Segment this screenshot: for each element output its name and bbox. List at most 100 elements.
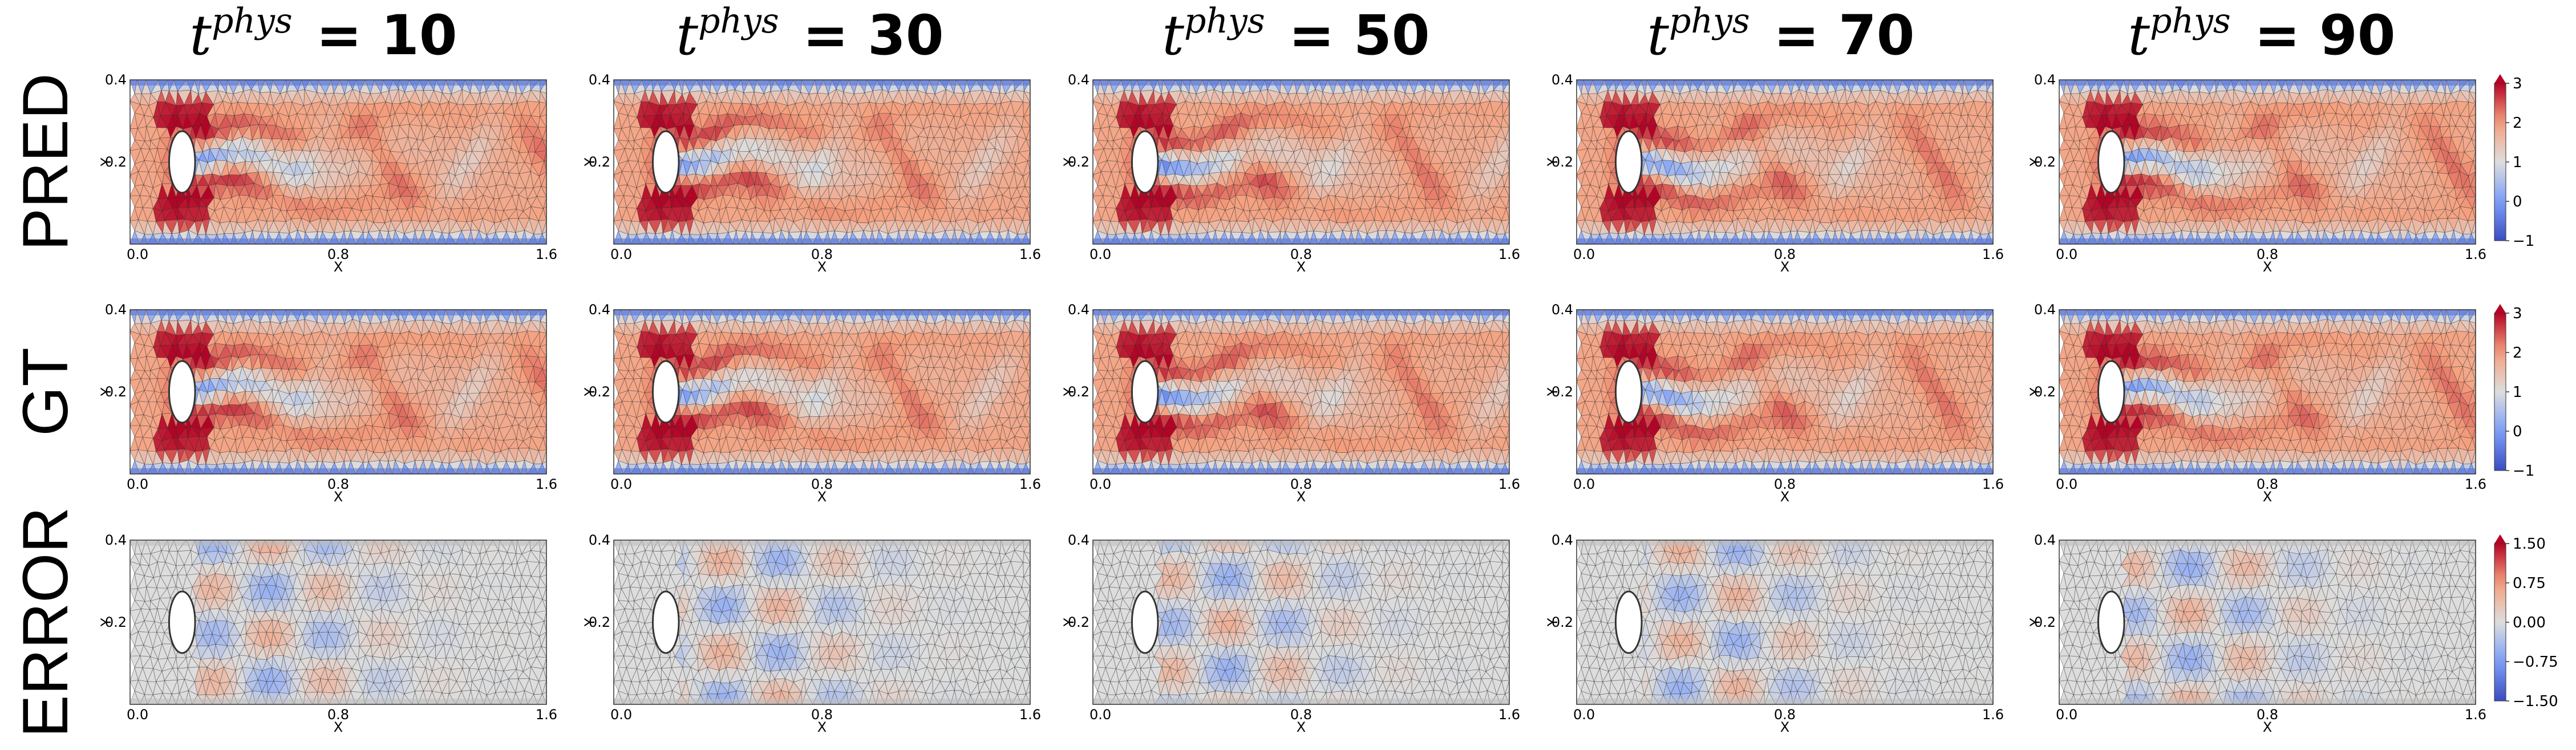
x-tick-label: 1.6 xyxy=(2465,476,2486,492)
x-axis-label: X xyxy=(817,259,827,275)
y-axis-label: Y xyxy=(2027,387,2043,396)
x-tick-label: 0.0 xyxy=(1089,246,1111,262)
column-title: tphys = 50 xyxy=(1162,1,1429,67)
y-tick-label: 0.4 xyxy=(1552,532,1573,548)
x-tick-label: 0.0 xyxy=(2056,246,2077,262)
panel: 0.4 0.2Y 0.0 0.8 1.6 X xyxy=(582,72,1041,275)
x-tick-label: 1.6 xyxy=(2465,707,2486,723)
y-axis-label: Y xyxy=(2027,157,2043,167)
cylinder-obstacle xyxy=(651,590,680,654)
panels: 0.40.2Y0.0 0.8 1.6X0.40.2Y0.0 0.8 1.6X0.40.2… xyxy=(98,72,2486,735)
x-axis-label: X xyxy=(1297,489,1306,505)
x-tick-label: 1.6 xyxy=(536,476,557,492)
y-axis-label: Y xyxy=(98,618,114,627)
panel: 0.4 0.2Y 0.0 0.8 1.6 X xyxy=(2027,302,2486,505)
x-tick-label: 0.8 xyxy=(1774,707,1796,723)
colorbar-tick-label: −0.75 xyxy=(2513,654,2558,671)
colorbar-tick-label: 2 xyxy=(2513,115,2522,132)
cylinder-obstacle xyxy=(1614,130,1643,194)
mesh-field xyxy=(130,310,546,474)
y-tick-label: 0.4 xyxy=(2034,72,2056,88)
panel: 0.4 0.2Y 0.0 0.8 1.6 X xyxy=(1545,72,2004,275)
colorbar: 3 2 1 0 −1 xyxy=(2494,304,2534,480)
panel: 0.4 0.2Y 0.0 0.8 1.6 X xyxy=(2027,72,2486,275)
x-tick-label: 0.8 xyxy=(811,707,833,723)
x-tick-label: 0.8 xyxy=(327,476,349,492)
colorbar: 3 2 1 0 −1 xyxy=(2494,74,2534,250)
x-tick-label: 0.8 xyxy=(811,246,833,262)
cylinder-obstacle xyxy=(2097,360,2125,424)
y-tick-label: 0.2 xyxy=(589,614,610,630)
y-tick-label: 0.4 xyxy=(105,72,127,88)
y-axis-label: Y xyxy=(1061,618,1077,627)
x-axis-label: X xyxy=(1297,719,1306,735)
colorbar-tick-label: 1 xyxy=(2513,384,2522,401)
y-axis-label: Y xyxy=(1545,618,1561,627)
colorbar: 1.50 0.75 0.00 −0.75 −1.50 xyxy=(2494,534,2558,710)
panel: 0.4 0.2Y 0.0 0.8 1.6 X xyxy=(1545,302,2004,505)
y-tick-label: 0.2 xyxy=(2034,384,2056,400)
x-tick-label: 0.0 xyxy=(610,246,632,262)
x-tick-label: 0.8 xyxy=(1290,707,1312,723)
mesh-field xyxy=(1093,80,1509,244)
cylinder-obstacle xyxy=(2097,130,2125,194)
y-tick-label: 0.2 xyxy=(1068,614,1089,630)
x-tick-label: 0.0 xyxy=(127,246,148,262)
cylinder-obstacle xyxy=(1131,590,1159,654)
x-axis-label: X xyxy=(1297,259,1306,275)
y-tick-label: 0.4 xyxy=(105,532,127,548)
mesh-field xyxy=(2059,540,2476,704)
cylinder-obstacle xyxy=(651,360,680,424)
colorbar-extend-arrow xyxy=(2494,534,2506,544)
colorbar-tick-label: 3 xyxy=(2513,305,2522,322)
x-axis-label: X xyxy=(2263,489,2272,505)
x-tick-label: 0.8 xyxy=(2257,476,2278,492)
x-tick-label: 0.8 xyxy=(1290,246,1312,262)
x-tick-label: 0.0 xyxy=(610,707,632,723)
x-axis-label: X xyxy=(334,259,343,275)
y-tick-label: 0.2 xyxy=(1068,384,1089,400)
y-tick-label: 0.2 xyxy=(1068,154,1089,170)
x-tick-label: 1.6 xyxy=(1982,707,2004,723)
panel: 0.4 0.2Y 0.0 0.8 1.6 X xyxy=(2027,532,2486,735)
colorbar-tick-label: 0 xyxy=(2513,193,2522,210)
x-tick-label: 0.0 xyxy=(2056,476,2077,492)
column-title: tphys = 90 xyxy=(2128,1,2395,67)
panel: 0.4 0.2Y 0.0 0.8 1.6 X xyxy=(1061,302,1520,505)
colorbar-tick-label: 1.50 xyxy=(2513,536,2546,553)
x-axis-label: X xyxy=(2263,719,2272,735)
mesh-field xyxy=(2059,310,2476,474)
y-tick-label: 0.2 xyxy=(2034,154,2056,170)
y-tick-label: 0.2 xyxy=(589,384,610,400)
mesh-field xyxy=(614,310,1030,474)
cylinder-obstacle xyxy=(2097,590,2125,654)
y-axis-label: Y xyxy=(1061,157,1077,167)
cylinder-obstacle xyxy=(168,590,196,654)
x-tick-label: 1.6 xyxy=(1498,707,1520,723)
mesh-field xyxy=(2059,80,2476,244)
y-tick-label: 0.2 xyxy=(105,614,127,630)
y-axis-label: Y xyxy=(582,618,598,627)
y-tick-label: 0.2 xyxy=(1552,384,1573,400)
mesh-field xyxy=(1093,540,1509,704)
x-tick-label: 0.8 xyxy=(1774,476,1796,492)
x-tick-label: 0.8 xyxy=(1774,246,1796,262)
x-tick-label: 0.0 xyxy=(610,476,632,492)
column-titles: tphys = 10 tphys = 30 tphys = 50 tphys = 70… xyxy=(189,1,2395,67)
x-tick-label: 1.6 xyxy=(1019,707,1041,723)
y-tick-label: 0.4 xyxy=(105,302,127,318)
cylinder-obstacle xyxy=(651,130,680,194)
x-tick-label: 0.8 xyxy=(2257,246,2278,262)
x-tick-label: 0.0 xyxy=(1089,476,1111,492)
column-title: tphys = 10 xyxy=(189,1,457,67)
mesh-field xyxy=(1577,540,1993,704)
colorbar-tick-label: 1 xyxy=(2513,154,2522,171)
colorbar-tick-label: 0 xyxy=(2513,423,2522,440)
row-label: ERROR xyxy=(10,507,81,737)
y-axis-label: Y xyxy=(98,387,114,396)
y-axis-label: Y xyxy=(582,157,598,167)
cylinder-obstacle xyxy=(1614,360,1643,424)
panel: 0.4 0.2Y 0.0 0.8 1.6 X xyxy=(582,302,1041,505)
row-label: PRED xyxy=(10,73,81,250)
